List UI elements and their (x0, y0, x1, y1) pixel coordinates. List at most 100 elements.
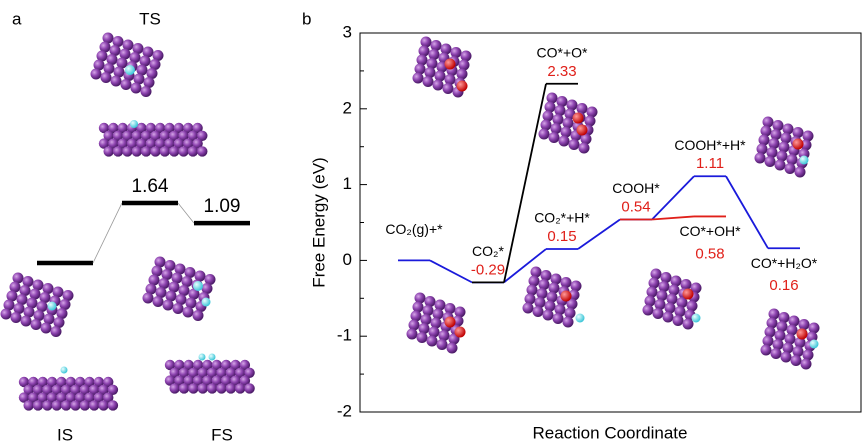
atom (182, 306, 194, 318)
atom (444, 74, 456, 85)
atom (764, 326, 776, 338)
atom (225, 367, 237, 378)
adsorbate-atom (130, 120, 138, 128)
value-label: 0.58 (695, 245, 724, 262)
atom (412, 301, 424, 313)
atom (230, 375, 241, 386)
atom (428, 49, 440, 60)
atom (542, 309, 554, 321)
atom (98, 400, 109, 411)
atom (524, 293, 536, 305)
atom (788, 315, 800, 327)
atom (206, 383, 218, 394)
slab (754, 116, 814, 178)
atom (220, 359, 232, 371)
connector (177, 202, 195, 224)
atom (235, 367, 246, 378)
atom (164, 122, 175, 134)
connector (503, 248, 547, 284)
atom (566, 298, 578, 310)
connector (429, 259, 473, 284)
atom (766, 317, 778, 329)
atom (414, 63, 426, 75)
adsorbate-atom (456, 80, 468, 92)
atom (79, 384, 91, 395)
state-label: CO₂(g)+* (385, 221, 443, 237)
atom (56, 376, 67, 388)
atom (183, 359, 194, 371)
adsorbate-atom (691, 313, 701, 323)
atom (426, 335, 438, 347)
atom (674, 306, 686, 317)
atom (19, 285, 31, 296)
atom (794, 337, 806, 348)
atom (103, 130, 114, 141)
atom (98, 384, 109, 395)
atom (117, 138, 128, 149)
atom (794, 166, 806, 178)
atom (772, 120, 784, 131)
atom (168, 281, 180, 293)
atom (244, 383, 255, 394)
atom (778, 312, 790, 323)
y-tick-label: 0 (343, 250, 352, 269)
atom (112, 130, 124, 141)
atom (172, 303, 184, 314)
atom (32, 384, 44, 395)
connector (651, 215, 695, 221)
atom (434, 70, 446, 82)
atom (126, 138, 138, 149)
atom (770, 348, 782, 359)
atom (774, 159, 786, 171)
atom (164, 375, 176, 386)
atom (52, 286, 64, 298)
atom (183, 122, 194, 134)
slab-side (18, 366, 119, 411)
atom (100, 72, 112, 83)
atom (183, 375, 194, 386)
atom (201, 283, 213, 294)
atom (93, 392, 105, 403)
atom (664, 302, 676, 314)
atom (450, 47, 462, 58)
atom (107, 384, 119, 395)
atom (18, 392, 30, 403)
atom (161, 269, 173, 280)
value-label: 0.16 (769, 277, 798, 294)
atom (188, 383, 199, 394)
atom (192, 359, 204, 371)
slab (0, 272, 74, 337)
atom (548, 132, 560, 143)
atom (136, 122, 147, 134)
atom (410, 310, 422, 322)
adsorbate-atom (201, 297, 211, 307)
atom (37, 392, 48, 403)
atom (762, 116, 774, 128)
atom (756, 143, 768, 155)
atom (36, 301, 48, 312)
atom (178, 146, 189, 157)
atom (32, 400, 44, 411)
atom (107, 400, 119, 411)
atom (197, 383, 208, 394)
panel-label: a (12, 9, 22, 28)
atom (139, 55, 151, 67)
panel-a: IS 1.64 TS 1.09 FS (37, 9, 250, 443)
adsorbate-atom (47, 301, 57, 311)
state-label: CO₂*+H* (534, 210, 590, 226)
atom (23, 384, 34, 395)
atom (152, 296, 164, 307)
atom (568, 139, 580, 150)
atom (416, 54, 428, 66)
atom (84, 392, 95, 403)
atom (140, 130, 152, 141)
adsorbate-atom (576, 124, 588, 136)
atom (173, 138, 185, 149)
atom (418, 45, 430, 57)
y-tick-label: 1 (343, 174, 352, 193)
atom (442, 83, 454, 94)
atom (122, 146, 133, 157)
atom (424, 67, 436, 78)
atom (772, 339, 784, 350)
